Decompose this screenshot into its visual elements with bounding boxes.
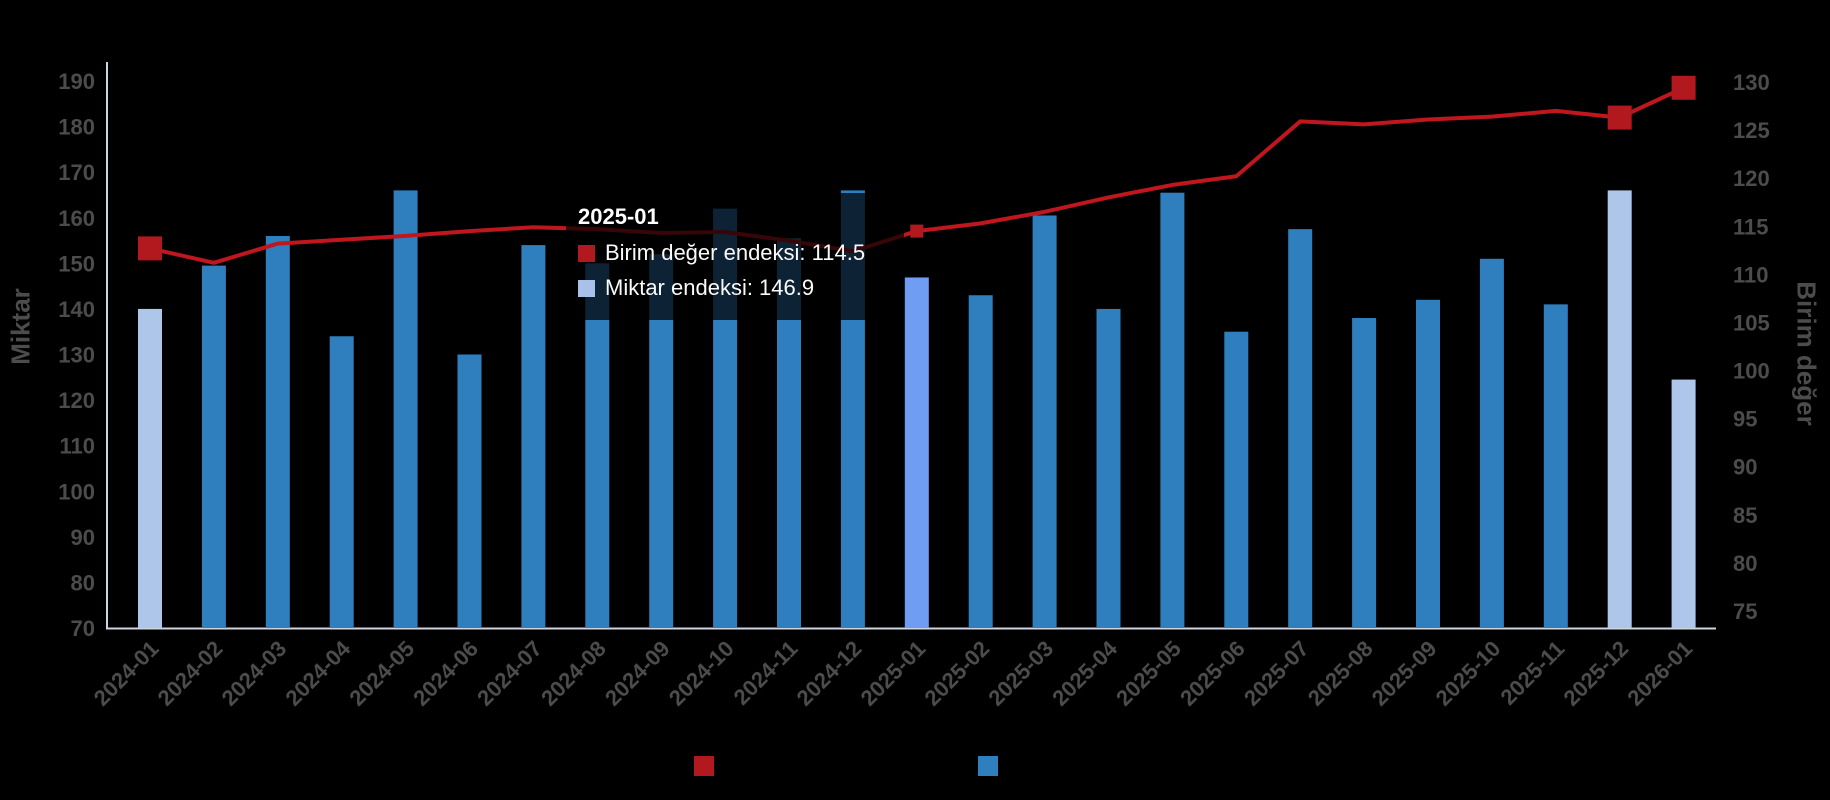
- y-axis-tick-right: 115: [1733, 214, 1769, 239]
- y-axis-tick-right: 100: [1733, 359, 1770, 384]
- x-axis-label-2025-01: 2025-01: [856, 636, 931, 711]
- legend-swatch-birim-deger: [694, 755, 714, 776]
- x-axis-label-2025-03: 2025-03: [983, 636, 1058, 711]
- bar-2024-03[interactable]: [265, 235, 290, 628]
- bar-2025-07[interactable]: [1288, 229, 1313, 629]
- y-axis-tick-right: 120: [1733, 166, 1770, 191]
- line-marker-2025-01[interactable]: [910, 224, 924, 238]
- left-axis-title: Miktar: [5, 288, 36, 365]
- bar-2025-12[interactable]: [1607, 190, 1632, 628]
- y-axis-tick-left: 130: [58, 343, 95, 368]
- y-axis-tick-left: 70: [71, 616, 95, 641]
- y-axis-tick-right: 105: [1733, 310, 1770, 335]
- y-axis-tick-left: 90: [71, 525, 95, 550]
- tooltip-label-birim-deger: Birim değer endeksi: 114.5: [605, 240, 866, 265]
- x-axis-label-2024-09: 2024-09: [600, 636, 675, 711]
- line-marker-2024-01[interactable]: [138, 236, 162, 261]
- y-axis-tick-left: 140: [58, 297, 95, 322]
- legend-item-birim-deger-endeksi[interactable]: Birim değer endeksi: [694, 754, 901, 777]
- y-axis-line: [106, 62, 108, 629]
- x-axis-label-2024-04: 2024-04: [280, 635, 355, 710]
- x-axis-label-2024-07: 2024-07: [472, 636, 547, 711]
- x-axis-label-2025-10: 2025-10: [1431, 636, 1506, 711]
- tooltip: 2025-01 Birim değer endeksi: 114.5 Mikta…: [566, 193, 904, 320]
- tooltip-swatch-birim-deger: [578, 244, 595, 262]
- line-marker-2025-12[interactable]: [1607, 105, 1632, 130]
- x-axis-label-2025-06: 2025-06: [1175, 636, 1250, 711]
- y-axis-tick-right: 80: [1733, 551, 1757, 576]
- x-axis-label-2026-01: 2026-01: [1622, 636, 1697, 711]
- x-axis-label-2025-02: 2025-02: [919, 636, 994, 711]
- x-axis-label-2025-05: 2025-05: [1111, 636, 1186, 711]
- y-axis-tick-right: 110: [1733, 262, 1769, 287]
- x-axis-label-2024-02: 2024-02: [153, 636, 228, 711]
- bar-2024-04[interactable]: [329, 336, 354, 628]
- y-axis-tick-left: 190: [58, 69, 95, 94]
- bar-2024-01[interactable]: [138, 308, 162, 628]
- bar-2025-10[interactable]: [1479, 258, 1504, 628]
- y-axis-tick-right: 95: [1733, 407, 1757, 432]
- legend-label-miktar: Miktar endeksi: [1008, 754, 1137, 776]
- y-axis-tick-left: 100: [58, 479, 95, 504]
- y-axis-tick-right: 85: [1733, 503, 1757, 528]
- bar-2025-01[interactable]: [904, 277, 929, 628]
- y-axis-tick-left: 150: [58, 251, 95, 276]
- bar-2025-02[interactable]: [968, 295, 993, 628]
- bar-2025-05[interactable]: [1160, 192, 1185, 628]
- y-axis-tick-left: 110: [60, 434, 96, 459]
- x-axis-label-2024-06: 2024-06: [408, 636, 483, 711]
- bar-2025-11[interactable]: [1543, 304, 1568, 628]
- x-axis-label-2025-09: 2025-09: [1367, 636, 1442, 711]
- bar-2025-09[interactable]: [1416, 299, 1440, 628]
- bar-2024-07[interactable]: [521, 245, 546, 628]
- tooltip-swatch-miktar: [578, 279, 595, 297]
- y-axis-tick-left: 160: [58, 206, 95, 231]
- x-axis-label-2025-11: 2025-11: [1495, 636, 1569, 710]
- x-axis-label-2024-01: 2024-01: [89, 636, 164, 711]
- bar-2024-08[interactable]: [585, 263, 610, 628]
- tooltip-row-miktar: Miktar endeksi: 146.9: [578, 275, 892, 301]
- y-axis-tick-right: 90: [1733, 455, 1757, 480]
- bar-2026-01[interactable]: [1671, 379, 1696, 628]
- y-axis-tick-left: 180: [58, 115, 95, 140]
- y-axis-tick-left: 120: [58, 388, 95, 413]
- bar-2025-04[interactable]: [1096, 308, 1121, 628]
- bar-2024-02[interactable]: [201, 265, 226, 628]
- x-axis-label-2024-10: 2024-10: [664, 636, 739, 711]
- tooltip-title: 2025-01: [578, 204, 659, 229]
- x-axis-label-2024-11: 2024-11: [729, 636, 803, 710]
- legend-item-miktar-endeksi[interactable]: Miktar endeksi: [978, 754, 1137, 777]
- bar-2025-08[interactable]: [1352, 318, 1377, 628]
- x-axis-label-2024-12: 2024-12: [792, 636, 867, 711]
- y-axis-tick-right: 75: [1733, 599, 1757, 624]
- right-axis-title: Birim değer: [1791, 281, 1822, 426]
- tooltip-row-birim-deger: Birim değer endeksi: 114.5: [578, 240, 892, 266]
- x-axis-label-2025-12: 2025-12: [1558, 636, 1633, 711]
- x-axis-line: [106, 627, 1716, 630]
- line-marker-2026-01[interactable]: [1671, 75, 1696, 100]
- x-axis-label-2024-03: 2024-03: [217, 636, 292, 711]
- bar-2025-06[interactable]: [1224, 331, 1249, 628]
- bar-2024-05[interactable]: [393, 190, 418, 628]
- x-axis-label-2024-05: 2024-05: [344, 636, 419, 711]
- y-axis-tick-left: 170: [58, 160, 95, 185]
- x-axis-label-2025-08: 2025-08: [1303, 636, 1378, 711]
- bar-2025-03[interactable]: [1032, 215, 1057, 629]
- x-axis-label-2024-08: 2024-08: [536, 636, 611, 711]
- tooltip-label-miktar: Miktar endeksi: 146.9: [605, 275, 815, 300]
- legend-label-birim-deger: Birim değer endeksi: [724, 754, 901, 776]
- bar-2024-06[interactable]: [457, 354, 482, 629]
- y-axis-tick-right: 125: [1733, 118, 1770, 143]
- y-axis-tick-left: 80: [71, 570, 95, 595]
- x-axis-label-2025-07: 2025-07: [1239, 636, 1314, 711]
- x-axis-label-2025-04: 2025-04: [1047, 635, 1122, 710]
- legend-swatch-miktar: [978, 755, 998, 776]
- y-axis-tick-right: 130: [1733, 70, 1770, 95]
